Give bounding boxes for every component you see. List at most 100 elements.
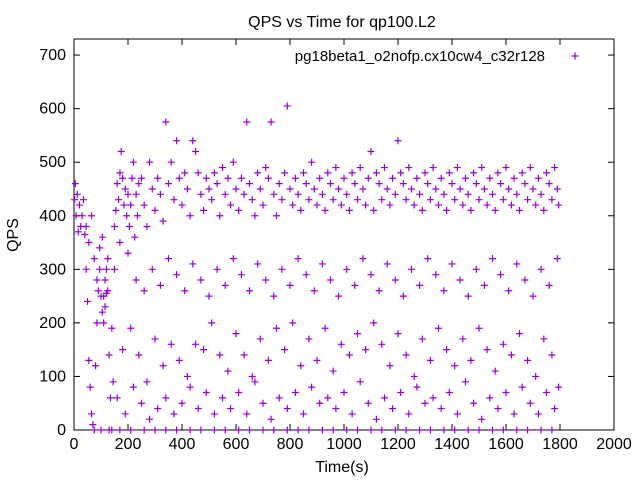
data-point bbox=[513, 260, 521, 268]
data-point bbox=[348, 169, 356, 177]
data-point bbox=[321, 324, 329, 332]
data-point bbox=[281, 346, 289, 354]
data-point bbox=[324, 394, 332, 402]
data-point bbox=[408, 185, 415, 193]
data-point bbox=[165, 255, 172, 263]
data-point bbox=[251, 378, 259, 386]
x-tick-label: 2000 bbox=[596, 436, 632, 453]
data-point bbox=[170, 410, 178, 418]
data-point bbox=[475, 196, 483, 204]
data-point bbox=[410, 201, 418, 209]
data-point bbox=[516, 206, 523, 214]
data-point bbox=[78, 212, 86, 220]
data-point bbox=[246, 426, 253, 434]
data-point bbox=[308, 383, 316, 391]
x-tick-label: 1400 bbox=[434, 436, 470, 453]
data-point bbox=[494, 405, 502, 413]
data-point bbox=[329, 196, 337, 204]
data-point bbox=[324, 169, 332, 177]
data-point bbox=[159, 362, 167, 370]
data-point bbox=[435, 201, 442, 209]
data-point bbox=[364, 174, 372, 182]
data-point bbox=[367, 426, 375, 434]
y-tick-label: 0 bbox=[57, 422, 66, 439]
data-point bbox=[297, 362, 305, 370]
data-point bbox=[105, 351, 113, 359]
data-point bbox=[532, 372, 540, 380]
data-point bbox=[329, 426, 337, 434]
data-point bbox=[345, 351, 353, 359]
data-point bbox=[181, 169, 189, 177]
x-tick-label: 400 bbox=[169, 436, 196, 453]
data-point bbox=[537, 190, 545, 198]
data-point bbox=[343, 426, 351, 434]
data-point bbox=[283, 426, 291, 434]
x-axis: 0 200 400 600 800 1000 1200 1400 1600 1800 2000 bbox=[70, 39, 632, 453]
data-point bbox=[451, 196, 459, 204]
data-point bbox=[267, 415, 275, 423]
data-point bbox=[197, 190, 205, 198]
data-point bbox=[178, 399, 186, 407]
data-point bbox=[294, 190, 302, 198]
data-point bbox=[305, 196, 313, 204]
data-point bbox=[254, 169, 262, 177]
data-point bbox=[205, 292, 213, 300]
data-point bbox=[391, 190, 399, 198]
data-point bbox=[472, 265, 480, 273]
plot-frame bbox=[73, 38, 615, 431]
data-point bbox=[343, 265, 351, 273]
data-point bbox=[297, 206, 305, 214]
data-point bbox=[113, 180, 121, 188]
data-point bbox=[101, 276, 109, 284]
data-point bbox=[524, 426, 532, 434]
data-point bbox=[138, 174, 145, 182]
data-point bbox=[162, 426, 170, 434]
data-point bbox=[526, 164, 534, 172]
data-point bbox=[300, 169, 307, 177]
data-point bbox=[116, 426, 124, 434]
data-point bbox=[475, 324, 483, 332]
data-point bbox=[210, 426, 218, 434]
data-point bbox=[537, 426, 545, 434]
data-point bbox=[402, 426, 410, 434]
data-point bbox=[232, 330, 240, 338]
data-point bbox=[302, 271, 310, 279]
data-point bbox=[140, 201, 148, 209]
data-point bbox=[186, 212, 194, 220]
data-point bbox=[505, 185, 513, 193]
data-point bbox=[516, 330, 523, 338]
data-point bbox=[286, 281, 294, 289]
data-point bbox=[418, 335, 426, 343]
data-point bbox=[534, 174, 542, 182]
data-point bbox=[529, 292, 537, 300]
data-point bbox=[98, 308, 106, 316]
data-point bbox=[275, 394, 283, 402]
data-point bbox=[553, 185, 561, 193]
data-point bbox=[478, 415, 486, 423]
data-point bbox=[497, 271, 505, 279]
data-point bbox=[124, 190, 132, 198]
data-point bbox=[397, 169, 405, 177]
data-point bbox=[262, 276, 270, 284]
data-point bbox=[510, 410, 518, 418]
data-point bbox=[421, 399, 429, 407]
data-point bbox=[372, 415, 380, 423]
data-point bbox=[318, 260, 326, 268]
data-point bbox=[378, 426, 386, 434]
data-point bbox=[432, 185, 440, 193]
data-point bbox=[381, 394, 388, 402]
data-point bbox=[494, 169, 502, 177]
data-point bbox=[200, 206, 208, 214]
data-point bbox=[235, 389, 243, 397]
data-point bbox=[464, 190, 472, 198]
data-point bbox=[453, 164, 461, 172]
data-point bbox=[173, 137, 181, 145]
data-point bbox=[370, 319, 378, 327]
data-point bbox=[534, 410, 542, 418]
data-point bbox=[367, 271, 375, 279]
data-point bbox=[162, 118, 170, 126]
data-point bbox=[113, 394, 121, 402]
data-point bbox=[448, 180, 456, 188]
data-point bbox=[132, 190, 140, 198]
